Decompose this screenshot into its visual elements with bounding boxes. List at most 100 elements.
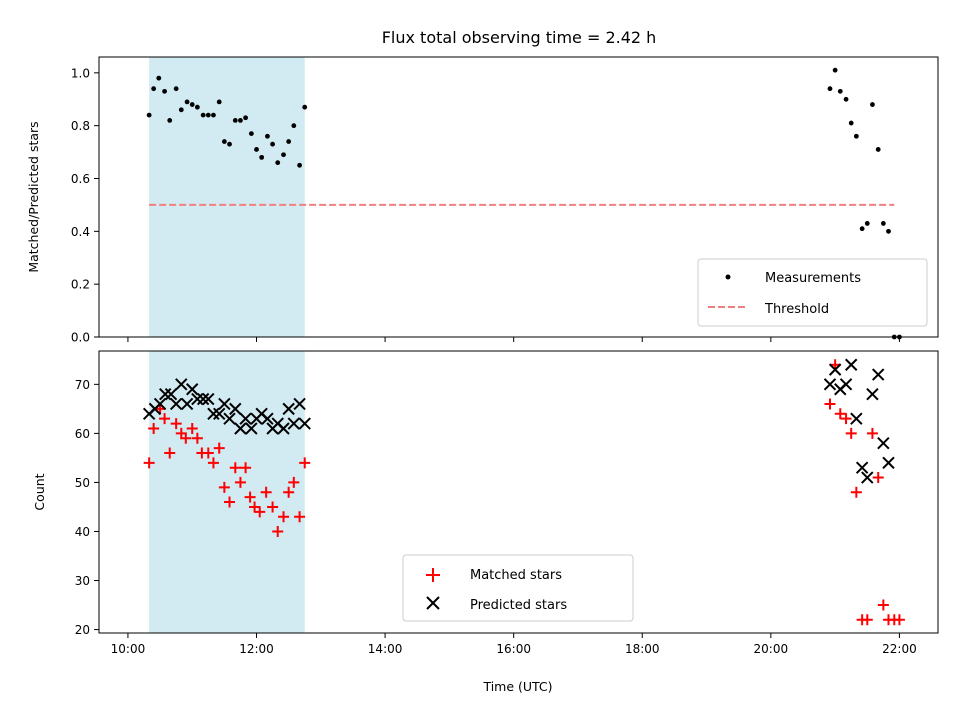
measurement-point [827, 86, 833, 92]
measurement-point [156, 75, 162, 81]
predicted-star-point [223, 412, 236, 425]
measurement-point [837, 88, 843, 94]
matched-star-point [850, 486, 862, 498]
top-y-tick-label: 0.6 [71, 172, 90, 186]
measurement-point [248, 131, 254, 137]
matched-star-point [845, 427, 857, 439]
measurement-point [227, 141, 232, 147]
measurement-point [173, 86, 179, 92]
matched-star-point [861, 614, 873, 626]
matched-star-point [143, 457, 155, 469]
top-shaded-span-layer [149, 57, 305, 337]
predicted-star-point [229, 402, 242, 416]
matched-star-point [893, 614, 905, 626]
measurement-point [880, 221, 886, 226]
predicted-star-point [169, 397, 183, 411]
matched-star-point [254, 506, 266, 518]
matched-star-point [186, 422, 198, 434]
predicted-star-point [175, 378, 188, 391]
bottom-y-axis: 20 30 40 50 60 70 [75, 378, 99, 637]
measurement-point [832, 67, 838, 73]
measurement-point [275, 160, 281, 166]
predicted-star-point [866, 387, 879, 401]
x-tick-label: 22:00 [882, 642, 917, 656]
measurement-point [886, 228, 891, 234]
measurement-point [243, 115, 248, 121]
bot-y-tick-label: 20 [75, 623, 90, 637]
top-y-tick-label: 0.2 [71, 278, 90, 292]
bottom-plot-frame [98, 350, 939, 634]
measurement-point [216, 99, 222, 105]
x-tick-label: 18:00 [625, 642, 660, 656]
bot-y-tick-label: 50 [75, 476, 90, 490]
matched-star-point [299, 457, 311, 469]
measurement-point [870, 102, 875, 107]
matched-star-point [294, 511, 306, 523]
top-y-tick-label: 0.0 [71, 331, 90, 345]
measurement-point [864, 221, 870, 226]
predicted-star-point [850, 412, 863, 425]
matched-star-point [207, 457, 219, 469]
x-tick-label: 12:00 [239, 642, 274, 656]
measurement-point [254, 147, 259, 152]
bottom-legend-box [402, 554, 634, 622]
measurement-point [859, 226, 865, 232]
predicted-star-point [180, 397, 194, 411]
predicted-star-point [877, 436, 890, 450]
legend-matched-label: Matched stars [470, 568, 562, 583]
measurement-point [259, 154, 265, 160]
predicted-star-point [855, 461, 869, 474]
predicted-star-point [282, 402, 295, 416]
measurement-point [302, 104, 308, 110]
matched-star-point [229, 462, 241, 474]
top-y-tick-label: 0.8 [71, 119, 90, 133]
measurement-point [194, 104, 200, 110]
matched-star-point [148, 422, 160, 434]
x-tick-label: 16:00 [496, 642, 531, 656]
top-x-axis [127, 337, 900, 342]
bottom-x-axis: 10:00 12:00 14:00 16:00 18:00 20:00 22:00 [111, 633, 917, 656]
top-legend-box [697, 258, 928, 327]
chart-title: Flux total observing time = 2.42 h [382, 28, 657, 47]
measurement-point [232, 117, 238, 123]
measurement-point [297, 162, 302, 168]
bottom-y-axis-label: Count [32, 473, 47, 510]
predicted-star-point [298, 417, 311, 430]
predicted-star-point [159, 387, 172, 401]
measurement-point [291, 123, 297, 129]
predicted-star-point [234, 422, 247, 435]
legend-threshold-label: Threshold [764, 302, 829, 317]
x-tick-label: 14:00 [368, 642, 403, 656]
measurement-point [146, 112, 152, 118]
predicted-star-point [287, 417, 301, 430]
measurement-point [167, 117, 173, 123]
matched-star-point [824, 398, 836, 410]
predicted-star-point [261, 412, 274, 425]
bottom-panel: 20 30 40 50 60 70 10:00 12:00 14:00 16:00 18:00 20… [32, 350, 939, 694]
measurement-point [286, 139, 292, 144]
predicted-star-point [839, 378, 853, 391]
top-panel: 0.0 0.2 0.4 0.6 0.8 1.0 Matched/Predicted sta… [26, 56, 939, 345]
matched-star-point [840, 413, 852, 425]
measurement-point [200, 112, 206, 118]
x-tick-label: 20:00 [754, 642, 789, 656]
predicted-star-point [872, 368, 885, 381]
predicted-star-point [164, 387, 178, 401]
matched-star-point [180, 432, 192, 444]
predicted-star-point [191, 392, 204, 406]
predicted-star-point [196, 392, 210, 406]
matched-star-point [170, 418, 182, 430]
matched-star-point [244, 491, 256, 503]
bot-y-tick-label: 30 [75, 574, 90, 588]
matched-star-point [234, 476, 246, 488]
predicted-star-point [293, 397, 306, 411]
bottom-legend: Matched stars Predicted stars [402, 554, 634, 622]
measurement-point [270, 141, 275, 147]
top-y-tick-label: 1.0 [71, 66, 90, 80]
bottom-x-axis-label: Time (UTC) [482, 679, 552, 694]
top-plot-frame [98, 56, 939, 338]
predicted-star-point [213, 407, 226, 420]
legend-measurements-label: Measurements [765, 271, 861, 286]
matched-star-point [872, 472, 884, 484]
matched-star-point [834, 408, 846, 420]
